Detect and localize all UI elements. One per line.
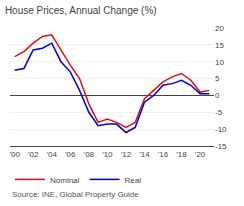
svg-text:'02: '02	[28, 150, 39, 159]
svg-text:5: 5	[215, 74, 220, 83]
svg-text:'16: '16	[158, 150, 169, 159]
svg-text:-5: -5	[215, 108, 223, 117]
svg-text:'12: '12	[121, 150, 132, 159]
svg-text:House Prices, Annual Change (%: House Prices, Annual Change (%)	[5, 5, 157, 16]
svg-text:'14: '14	[139, 150, 150, 159]
svg-text:0: 0	[215, 91, 220, 100]
svg-text:20: 20	[215, 24, 224, 33]
svg-text:10: 10	[215, 58, 224, 67]
svg-text:'20: '20	[195, 150, 206, 159]
svg-text:15: 15	[215, 41, 224, 50]
svg-text:'18: '18	[176, 150, 187, 159]
svg-text:Source: INE, Global Property G: Source: INE, Global Property Guide	[12, 190, 139, 199]
svg-text:Nominal: Nominal	[50, 176, 80, 185]
svg-text:Real: Real	[125, 176, 142, 185]
svg-text:'04: '04	[47, 150, 58, 159]
svg-text:-15: -15	[215, 142, 227, 151]
svg-text:'06: '06	[65, 150, 76, 159]
svg-text:'00: '00	[9, 150, 20, 159]
svg-text:'08: '08	[84, 150, 95, 159]
svg-text:-10: -10	[215, 125, 227, 134]
svg-text:'10: '10	[102, 150, 113, 159]
